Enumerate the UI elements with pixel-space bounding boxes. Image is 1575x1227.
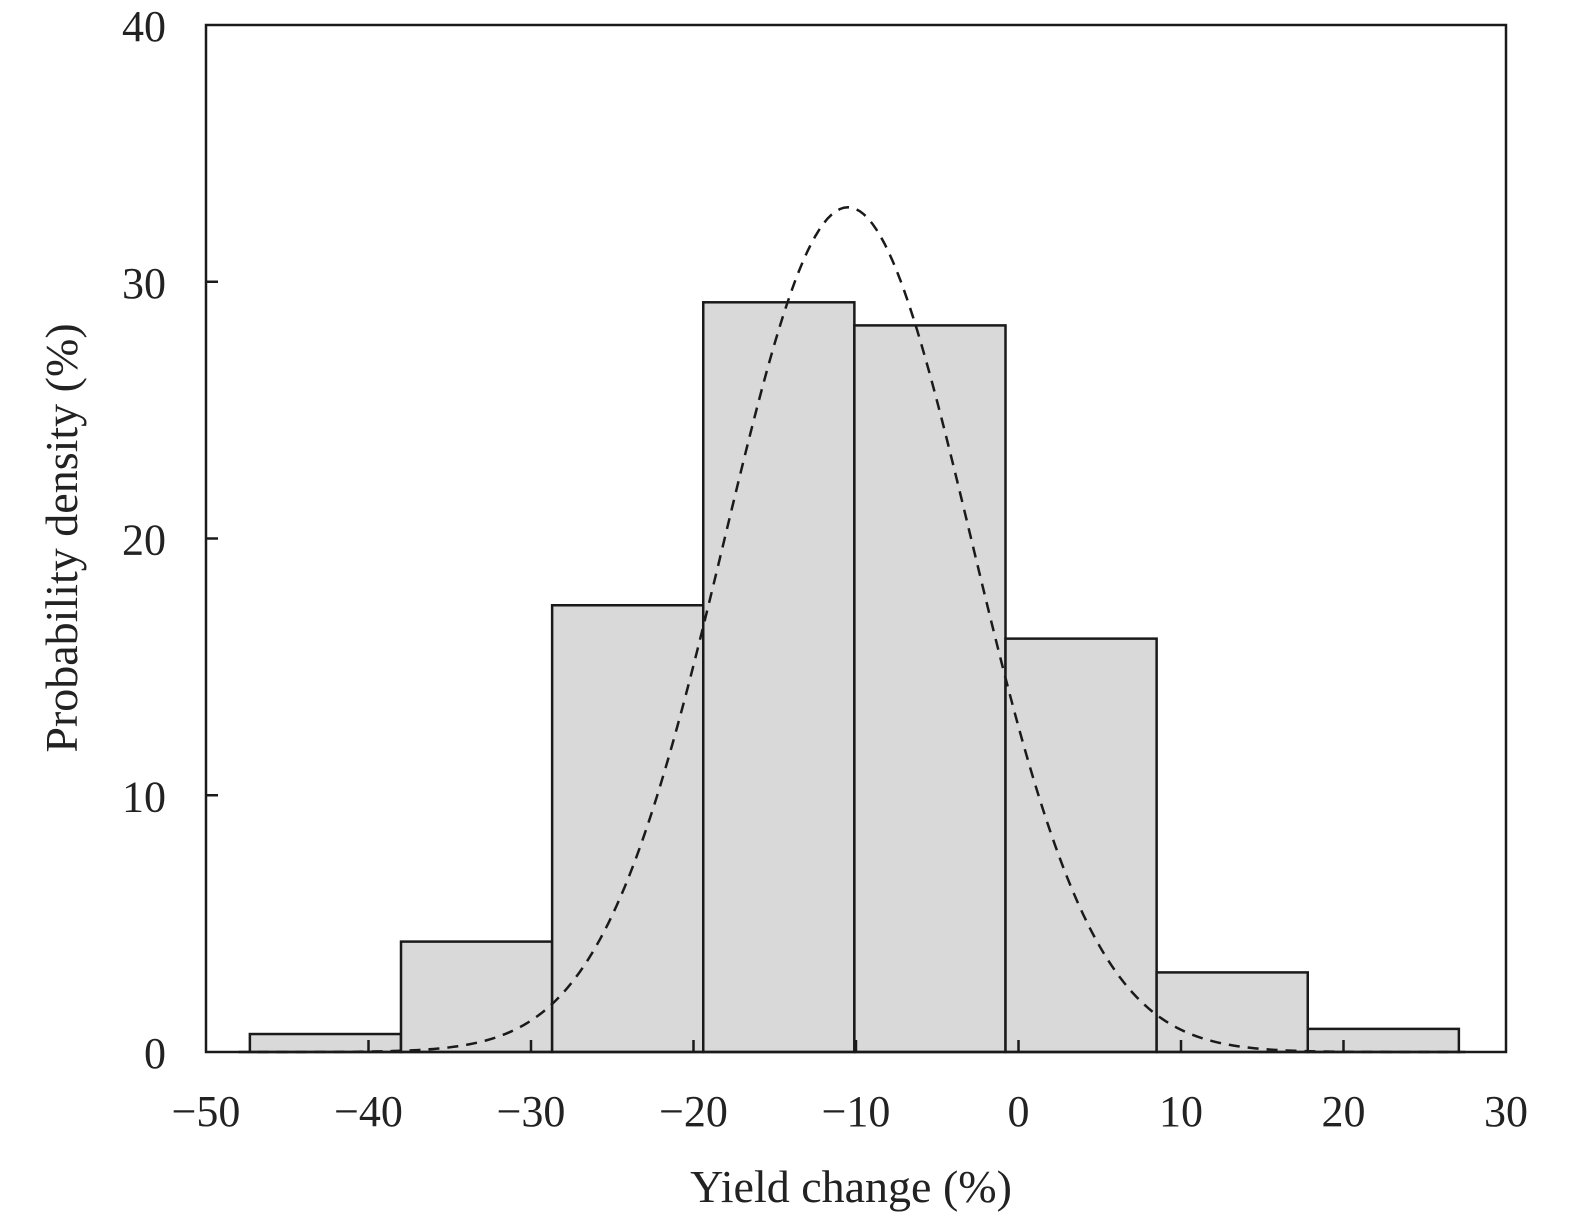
- x-tick-label: 20: [1322, 1087, 1366, 1136]
- y-tick-label: 40: [122, 2, 166, 51]
- bars-layer: [248, 301, 1461, 1054]
- histogram-bar-6: [1004, 637, 1158, 1054]
- y-tick-label: 10: [122, 772, 166, 821]
- x-tick-label: 0: [1008, 1087, 1030, 1136]
- y-tick-label: 20: [122, 516, 166, 565]
- histogram-bar-2: [399, 940, 554, 1054]
- x-tick-label: 30: [1484, 1087, 1528, 1136]
- x-tick-label: −20: [659, 1087, 728, 1136]
- histogram-bar-3: [550, 604, 705, 1054]
- y-axis-title: Probability density (%): [36, 323, 87, 752]
- x-axis-title: Yield change (%): [690, 1161, 1012, 1212]
- histogram-bar-7: [1155, 971, 1309, 1054]
- x-tick-label: −10: [822, 1087, 891, 1136]
- x-tick-label: −50: [172, 1087, 241, 1136]
- y-tick-label: 30: [122, 259, 166, 308]
- histogram-bar-5: [853, 324, 1007, 1054]
- y-axis: 0 10 20 30 40: [122, 2, 218, 1078]
- x-axis: −50 −40 −30 −20 −10 0 10 20 30: [172, 1040, 1528, 1136]
- histogram-bar-8: [1306, 1027, 1461, 1054]
- x-tick-label: −40: [334, 1087, 403, 1136]
- histogram-bar-1: [248, 1032, 403, 1054]
- y-tick-label: 0: [144, 1029, 166, 1078]
- x-tick-label: 10: [1159, 1087, 1203, 1136]
- histogram-bar-4: [702, 301, 856, 1054]
- x-tick-label: −30: [497, 1087, 566, 1136]
